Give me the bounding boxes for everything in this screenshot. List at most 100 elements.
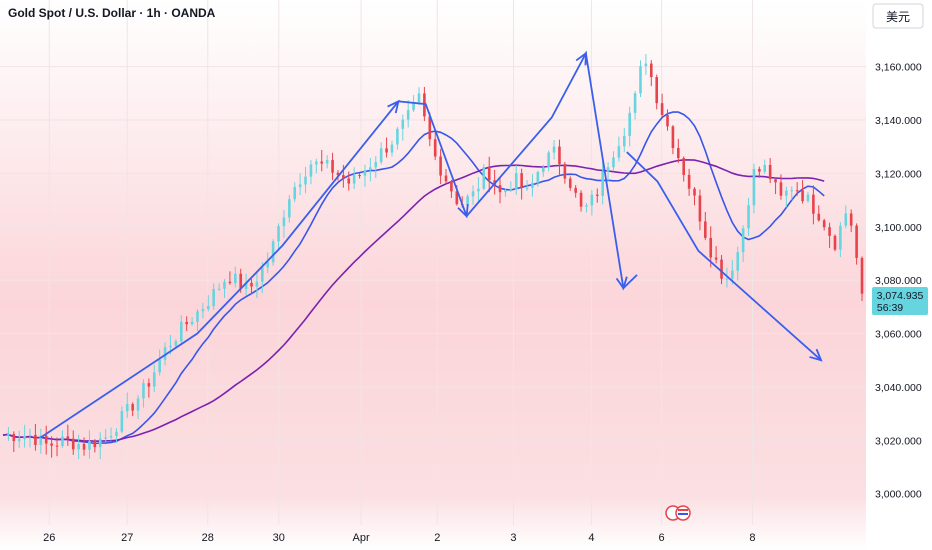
candle-body	[709, 237, 713, 258]
candle-body	[315, 161, 318, 165]
candle-body	[509, 189, 513, 191]
candle-body	[379, 148, 383, 163]
candle-body	[536, 172, 540, 183]
candle-body	[82, 444, 86, 450]
candle-body	[471, 191, 475, 197]
candle-body	[358, 175, 361, 177]
candle-body	[234, 273, 237, 284]
candle-body	[244, 282, 248, 289]
candle-body	[190, 321, 194, 325]
candle-body	[704, 221, 707, 238]
candle-body	[374, 162, 378, 168]
economic-events-icon[interactable]	[665, 505, 691, 521]
candle-body	[342, 175, 345, 179]
candle-body	[55, 445, 59, 447]
candle-body	[606, 167, 610, 172]
candle-body	[498, 185, 502, 193]
candle-body	[288, 199, 291, 218]
candle-body	[487, 167, 491, 181]
candle-body	[839, 225, 842, 250]
candle-body	[293, 187, 297, 200]
candle-body	[423, 93, 426, 117]
candle-body	[347, 178, 351, 184]
price-tick-label: 3,080.000	[875, 275, 922, 287]
ma-slow-line	[2, 159, 825, 443]
candle-body	[774, 179, 777, 183]
candle-body	[455, 191, 459, 205]
candle-body	[439, 156, 442, 176]
candle-body	[558, 146, 561, 165]
candlestick-series	[7, 53, 864, 460]
time-axis[interactable]: 26 27 28 30 Apr 2 3 4 6 8	[43, 532, 755, 544]
candle-body	[217, 288, 221, 290]
price-tick-label: 3,020.000	[875, 435, 922, 447]
candle-body	[758, 168, 761, 172]
candle-body	[158, 359, 161, 373]
candle-body	[50, 443, 53, 446]
candle-body	[271, 241, 275, 263]
candle-body	[644, 63, 648, 67]
candle-body	[763, 164, 767, 172]
candle-body	[731, 270, 734, 279]
moving-averages	[2, 111, 825, 445]
candle-countdown: 56:39	[877, 302, 903, 314]
time-tick-label: 2	[434, 532, 440, 544]
currency-badge[interactable]: 美元	[872, 3, 924, 29]
candle-body	[201, 309, 205, 312]
candle-body	[714, 257, 718, 260]
candle-body	[39, 435, 43, 445]
candle-body	[223, 281, 226, 289]
candle-body	[282, 217, 286, 227]
candle-body	[401, 119, 405, 129]
candle-body	[71, 438, 75, 450]
price-tick-label: 3,040.000	[875, 382, 922, 394]
chart-title: Gold Spot / U.S. Dollar · 1h · OANDA	[8, 6, 216, 20]
candle-body	[12, 433, 16, 442]
time-tick-label: 26	[43, 532, 55, 544]
candle-body	[309, 164, 313, 177]
candle-body	[131, 404, 134, 411]
candle-body	[147, 383, 151, 387]
candle-body	[212, 289, 215, 307]
drawing-arrows	[39, 50, 823, 439]
candle-body	[660, 103, 664, 115]
candle-body	[104, 437, 107, 439]
candle-body	[185, 321, 188, 325]
candle-body	[579, 192, 583, 207]
time-tick-label: 28	[202, 532, 214, 544]
candle-body	[23, 435, 26, 440]
candle-body	[255, 281, 259, 287]
candle-body	[433, 139, 437, 157]
currency-label: 美元	[886, 10, 910, 24]
candle-body	[477, 188, 480, 192]
candle-body	[531, 182, 534, 188]
candle-body	[833, 235, 837, 250]
candle-body	[633, 93, 637, 113]
price-tick-label: 3,100.000	[875, 222, 922, 234]
candle-body	[125, 404, 129, 412]
candle-body	[363, 170, 367, 176]
candle-body	[428, 116, 432, 140]
candle-body	[277, 226, 280, 242]
candle-body	[666, 114, 669, 127]
candle-body	[568, 178, 572, 188]
candle-body	[466, 196, 469, 206]
candle-body	[325, 159, 329, 164]
candle-body	[628, 112, 631, 136]
candle-body	[844, 213, 848, 226]
candle-body	[725, 278, 729, 280]
price-axis[interactable]: 3,160.000 3,140.000 3,120.000 3,100.000 3,08…	[875, 62, 922, 501]
price-tick-label: 3,000.000	[875, 489, 922, 501]
candle-body	[136, 398, 140, 411]
candle-body	[17, 439, 21, 442]
candle-body	[693, 188, 696, 196]
time-tick-label: 3	[510, 532, 516, 544]
candle-body	[115, 431, 118, 436]
candle-body	[120, 411, 124, 432]
candle-body	[639, 66, 642, 94]
candle-body	[525, 187, 529, 189]
grid-lines	[0, 0, 866, 525]
candle-body	[855, 225, 858, 258]
candle-body	[736, 252, 740, 271]
